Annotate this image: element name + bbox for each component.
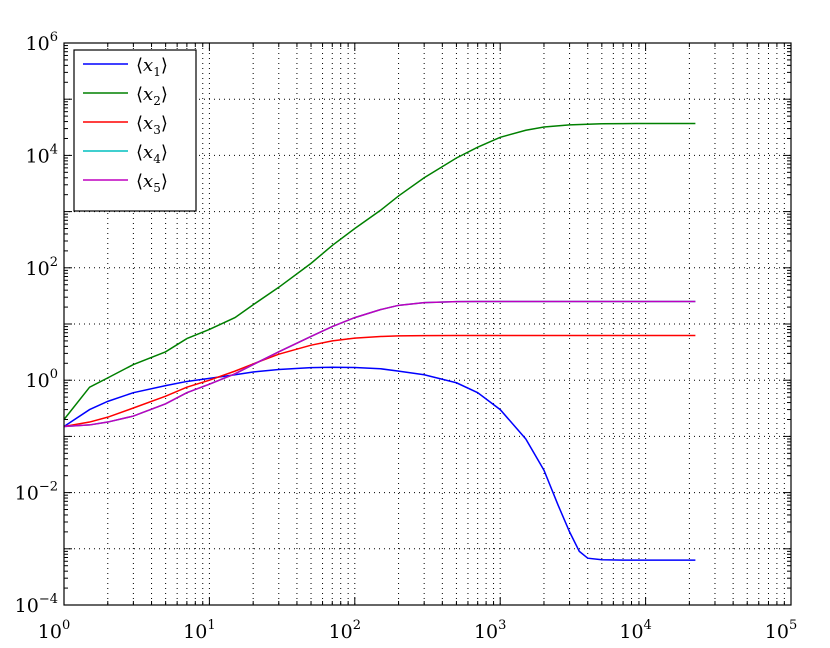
legend-label-x2: ⟨x2⟩ [136,84,168,108]
y-tick-labels: 10−4 10−2 100 102 104 106 [15,30,58,617]
y-tick-label: 10−4 [15,592,58,617]
legend-box [73,49,197,212]
y-tick-label: 106 [26,30,58,55]
y-tick-label: 102 [26,255,58,280]
x-tick-label: 100 [38,618,70,643]
legend-label-x5: ⟨x5⟩ [136,171,168,195]
x-tick-label: 101 [183,618,215,643]
series-line-x5 [63,300,696,428]
series-line-x2 [63,122,696,420]
series-line-x1 [63,366,696,561]
legend-label-x1: ⟨x1⟩ [136,55,168,79]
series-lines [63,122,696,561]
y-tick-label: 100 [26,367,58,392]
x-tick-labels: 100 101 102 103 104 105 [38,618,797,643]
tick-marks [63,42,792,606]
y-tick-label: 10−2 [15,480,58,505]
legend: ⟨x1⟩ ⟨x2⟩ ⟨x3⟩ ⟨x4⟩ ⟨x5⟩ [73,49,197,212]
y-tick-label: 104 [26,142,58,167]
legend-label-x4: ⟨x4⟩ [136,142,168,166]
series-line-x3 [63,334,696,428]
x-tick-label: 102 [329,618,361,643]
x-tick-label: 104 [619,618,651,643]
legend-label-x3: ⟨x3⟩ [136,113,168,137]
x-tick-label: 105 [765,618,797,643]
x-tick-label: 103 [474,618,506,643]
